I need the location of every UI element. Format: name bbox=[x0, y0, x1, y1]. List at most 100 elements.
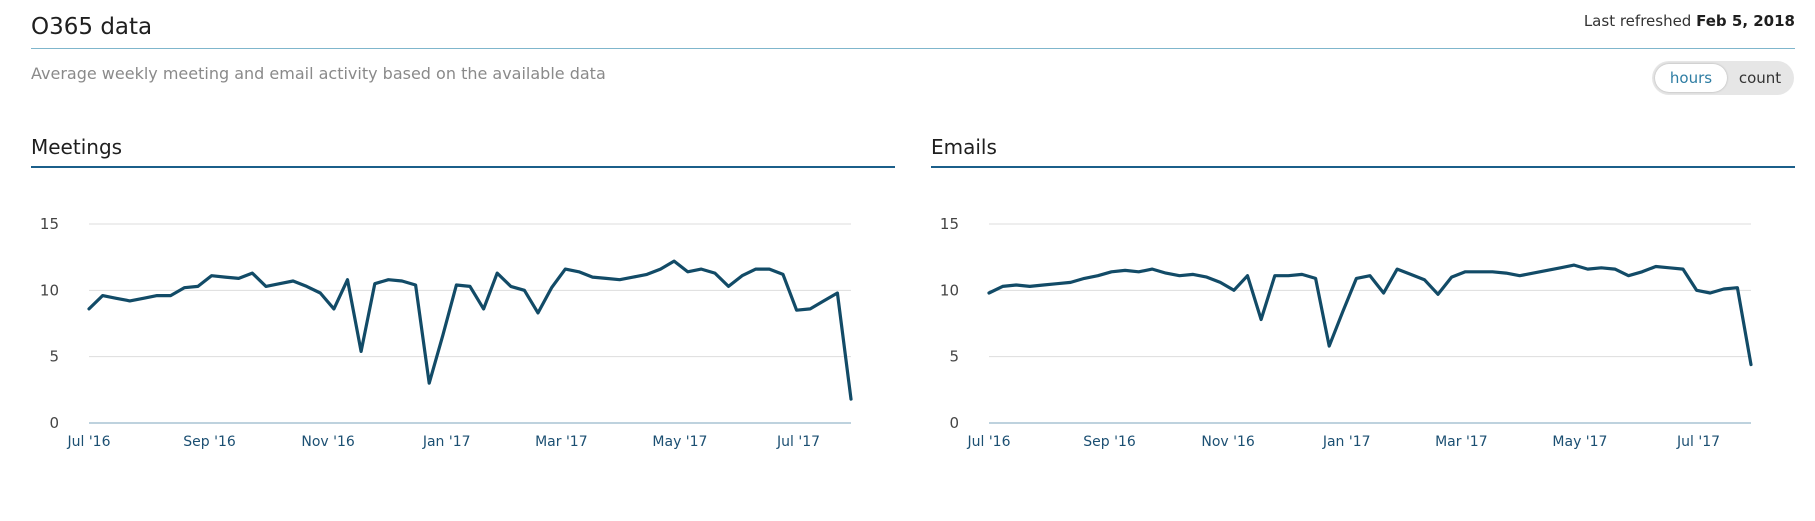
emails-data-point[interactable] bbox=[1218, 280, 1222, 284]
emails-data-point[interactable] bbox=[987, 291, 991, 295]
meetings-data-point[interactable] bbox=[686, 270, 690, 274]
emails-data-point[interactable] bbox=[1654, 264, 1658, 268]
meetings-data-point[interactable] bbox=[441, 333, 445, 337]
meetings-data-point[interactable] bbox=[849, 397, 853, 401]
meetings-data-point[interactable] bbox=[264, 284, 268, 288]
emails-data-point[interactable] bbox=[1531, 271, 1535, 275]
meetings-data-point[interactable] bbox=[278, 282, 282, 286]
meetings-data-point[interactable] bbox=[550, 286, 554, 290]
meetings-data-point[interactable] bbox=[209, 274, 213, 278]
emails-data-point[interactable] bbox=[1436, 292, 1440, 296]
emails-data-point[interactable] bbox=[1749, 363, 1753, 367]
meetings-data-point[interactable] bbox=[169, 294, 173, 298]
meetings-data-point[interactable] bbox=[536, 311, 540, 315]
toggle-count-option[interactable]: count bbox=[1738, 69, 1782, 87]
emails-data-point[interactable] bbox=[1354, 276, 1358, 280]
emails-data-point[interactable] bbox=[1041, 283, 1045, 287]
meetings-data-point[interactable] bbox=[699, 267, 703, 271]
emails-data-point[interactable] bbox=[1504, 271, 1508, 275]
emails-data-point[interactable] bbox=[1708, 291, 1712, 295]
meetings-data-point[interactable] bbox=[359, 349, 363, 353]
emails-data-point[interactable] bbox=[1069, 280, 1073, 284]
emails-data-point[interactable] bbox=[1123, 268, 1127, 272]
meetings-data-point[interactable] bbox=[346, 278, 350, 282]
meetings-data-point[interactable] bbox=[128, 299, 132, 303]
unit-toggle[interactable]: hours count bbox=[1652, 61, 1794, 95]
emails-data-point[interactable] bbox=[1232, 288, 1236, 292]
toggle-hours-option[interactable]: hours bbox=[1655, 64, 1727, 92]
meetings-data-point[interactable] bbox=[468, 284, 472, 288]
emails-data-point[interactable] bbox=[1518, 274, 1522, 278]
meetings-data-point[interactable] bbox=[781, 272, 785, 276]
meetings-data-point[interactable] bbox=[182, 286, 186, 290]
emails-data-point[interactable] bbox=[1286, 274, 1290, 278]
meetings-data-point[interactable] bbox=[672, 259, 676, 263]
meetings-data-point[interactable] bbox=[659, 267, 663, 271]
meetings-data-point[interactable] bbox=[822, 299, 826, 303]
emails-data-point[interactable] bbox=[1559, 266, 1563, 270]
emails-data-point[interactable] bbox=[1368, 274, 1372, 278]
emails-data-point[interactable] bbox=[1205, 275, 1209, 279]
meetings-data-point[interactable] bbox=[835, 291, 839, 295]
emails-data-point[interactable] bbox=[1150, 267, 1154, 271]
emails-data-point[interactable] bbox=[1082, 276, 1086, 280]
meetings-data-point[interactable] bbox=[87, 307, 91, 311]
meetings-data-point[interactable] bbox=[522, 288, 526, 292]
emails-data-point[interactable] bbox=[1327, 344, 1331, 348]
meetings-data-point[interactable] bbox=[332, 307, 336, 311]
emails-data-point[interactable] bbox=[1096, 274, 1100, 278]
meetings-data-point[interactable] bbox=[305, 284, 309, 288]
emails-data-point[interactable] bbox=[1001, 284, 1005, 288]
emails-data-point[interactable] bbox=[1109, 270, 1113, 274]
meetings-data-point[interactable] bbox=[373, 282, 377, 286]
emails-data-point[interactable] bbox=[1164, 271, 1168, 275]
meetings-data-point[interactable] bbox=[386, 278, 390, 282]
meetings-data-point[interactable] bbox=[509, 284, 513, 288]
meetings-data-point[interactable] bbox=[631, 275, 635, 279]
emails-data-point[interactable] bbox=[1735, 286, 1739, 290]
meetings-data-point[interactable] bbox=[427, 381, 431, 385]
emails-data-point[interactable] bbox=[1191, 272, 1195, 276]
meetings-data-point[interactable] bbox=[250, 271, 254, 275]
meetings-data-point[interactable] bbox=[141, 296, 145, 300]
meetings-data-point[interactable] bbox=[645, 272, 649, 276]
emails-data-point[interactable] bbox=[1137, 270, 1141, 274]
emails-data-point[interactable] bbox=[1667, 266, 1671, 270]
meetings-data-point[interactable] bbox=[400, 279, 404, 283]
emails-data-point[interactable] bbox=[1463, 270, 1467, 274]
emails-data-point[interactable] bbox=[1259, 318, 1263, 322]
meetings-data-point[interactable] bbox=[604, 276, 608, 280]
meetings-data-point[interactable] bbox=[291, 279, 295, 283]
emails-data-point[interactable] bbox=[1422, 278, 1426, 282]
meetings-data-point[interactable] bbox=[740, 274, 744, 278]
emails-data-point[interactable] bbox=[1640, 270, 1644, 274]
emails-data-point[interactable] bbox=[1681, 267, 1685, 271]
emails-data-point[interactable] bbox=[1395, 267, 1399, 271]
meetings-data-point[interactable] bbox=[713, 271, 717, 275]
meetings-data-point[interactable] bbox=[414, 283, 418, 287]
meetings-data-point[interactable] bbox=[808, 307, 812, 311]
emails-data-point[interactable] bbox=[1246, 274, 1250, 278]
meetings-data-point[interactable] bbox=[577, 270, 581, 274]
emails-data-point[interactable] bbox=[1341, 310, 1345, 314]
meetings-data-point[interactable] bbox=[223, 275, 227, 279]
emails-data-point[interactable] bbox=[1409, 272, 1413, 276]
emails-data-point[interactable] bbox=[1273, 274, 1277, 278]
emails-data-point[interactable] bbox=[1613, 267, 1617, 271]
emails-data-point[interactable] bbox=[1572, 263, 1576, 267]
emails-data-point[interactable] bbox=[1545, 268, 1549, 272]
meetings-data-point[interactable] bbox=[237, 276, 241, 280]
meetings-data-point[interactable] bbox=[727, 284, 731, 288]
emails-data-point[interactable] bbox=[1178, 274, 1182, 278]
meetings-data-point[interactable] bbox=[563, 267, 567, 271]
meetings-data-point[interactable] bbox=[114, 296, 118, 300]
emails-data-point[interactable] bbox=[1477, 270, 1481, 274]
emails-data-point[interactable] bbox=[1382, 291, 1386, 295]
meetings-data-point[interactable] bbox=[454, 283, 458, 287]
emails-data-point[interactable] bbox=[1014, 283, 1018, 287]
emails-data-point[interactable] bbox=[1055, 282, 1059, 286]
emails-data-point[interactable] bbox=[1695, 288, 1699, 292]
emails-data-point[interactable] bbox=[1586, 267, 1590, 271]
meetings-data-point[interactable] bbox=[754, 267, 758, 271]
meetings-data-point[interactable] bbox=[101, 294, 105, 298]
